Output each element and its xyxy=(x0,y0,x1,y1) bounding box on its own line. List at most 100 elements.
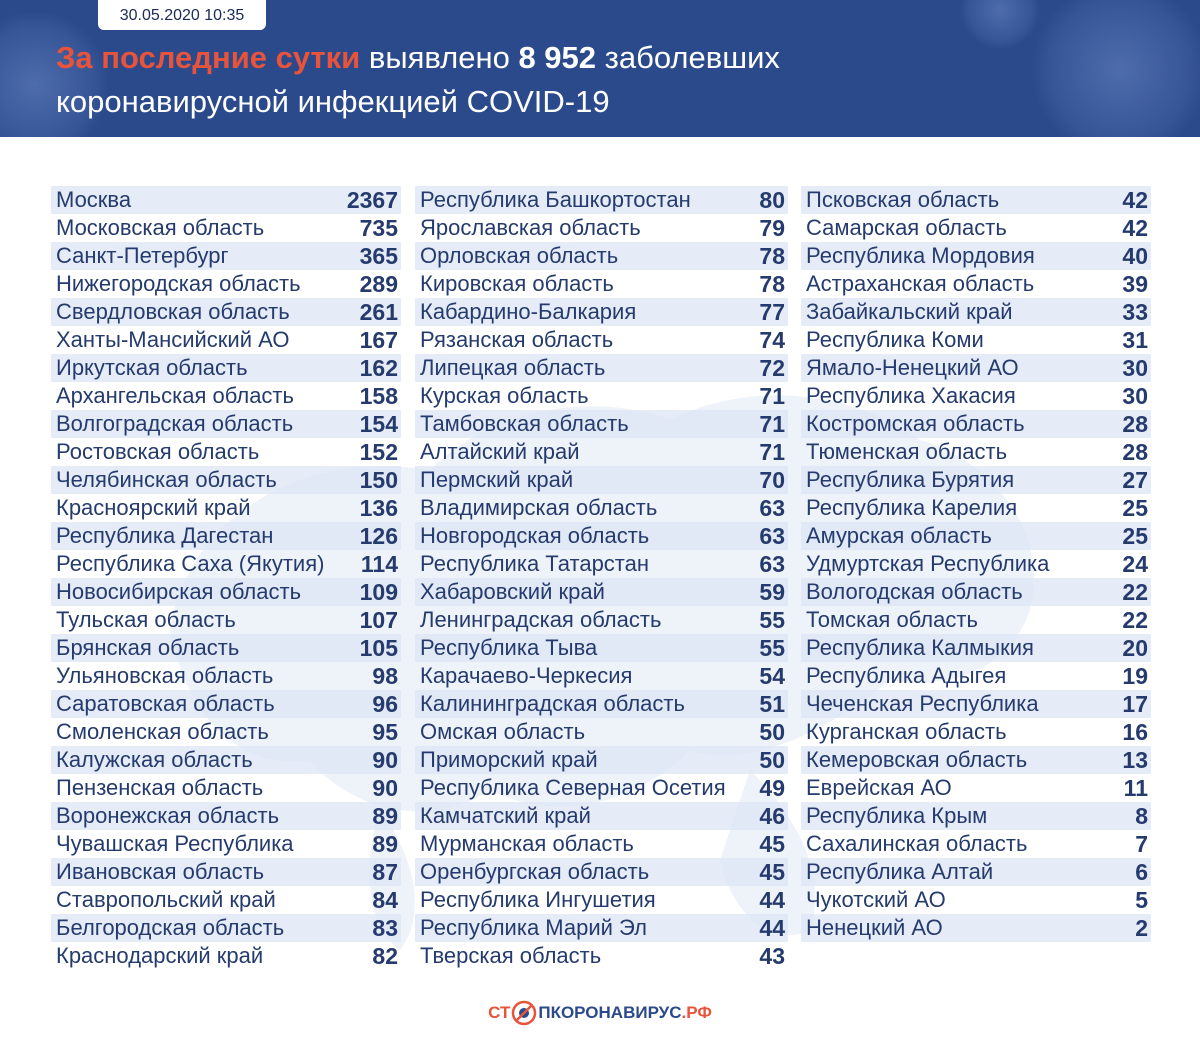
table-row: Томская область 22 xyxy=(801,606,1151,634)
table-row: Рязанская область 74 xyxy=(415,326,788,354)
region-case-count: 162 xyxy=(359,355,398,381)
table-row: Иркутская область 162 xyxy=(51,354,401,382)
region-name: Карачаево-Черкесия xyxy=(420,663,633,688)
table-row: Республика Дагестан 126 xyxy=(51,522,401,550)
region-name: Липецкая область xyxy=(420,355,606,380)
region-case-count: 28 xyxy=(1122,439,1148,465)
table-row: Краснодарский край 82 xyxy=(51,942,401,970)
table-row: Тверская область 43 xyxy=(415,942,788,970)
region-name: Тюменская область xyxy=(806,439,1008,464)
table-row: Республика Ингушетия 44 xyxy=(415,886,788,914)
region-name: Республика Дагестан xyxy=(56,523,274,548)
region-name: Калининградская область xyxy=(420,691,685,716)
region-case-count: 78 xyxy=(759,243,785,269)
region-name: Томская область xyxy=(806,607,978,632)
region-case-count: 78 xyxy=(759,271,785,297)
region-name: Республика Ингушетия xyxy=(420,887,656,912)
table-row: Республика Татарстан 63 xyxy=(415,550,788,578)
region-name: Еврейская АО xyxy=(806,775,952,800)
table-row: Алтайский край 71 xyxy=(415,438,788,466)
region-case-count: 89 xyxy=(372,803,398,829)
region-name: Калужская область xyxy=(56,747,253,772)
table-row: Нижегородская область 289 xyxy=(51,270,401,298)
table-row: Костромская область 28 xyxy=(801,410,1151,438)
region-name: Краснодарский край xyxy=(56,943,264,968)
region-case-count: 55 xyxy=(759,635,785,661)
headline-mid: выявлено xyxy=(368,40,510,75)
region-case-count: 50 xyxy=(759,719,785,745)
region-case-count: 13 xyxy=(1122,747,1148,773)
region-case-count: 20 xyxy=(1122,635,1148,661)
table-row: Хабаровский край 59 xyxy=(415,578,788,606)
region-name: Санкт-Петербург xyxy=(56,243,229,268)
region-name: Чеченская Республика xyxy=(806,691,1039,716)
table-row: Красноярский край 136 xyxy=(51,494,401,522)
region-name: Пермский край xyxy=(420,467,574,492)
table-row: Мурманская область 45 xyxy=(415,830,788,858)
table-row: Республика Марий Эл 44 xyxy=(415,914,788,942)
region-column-3: Псковская область 42 Самарская область 42 Ре… xyxy=(801,186,1151,942)
table-row: Республика Северная Осетия 49 xyxy=(415,774,788,802)
table-row: Республика Крым 8 xyxy=(801,802,1151,830)
region-case-count: 2 xyxy=(1135,915,1148,941)
table-row: Ханты-Мансийский АО 167 xyxy=(51,326,401,354)
table-row: Владимирская область 63 xyxy=(415,494,788,522)
region-name: Республика Башкортостан xyxy=(420,187,691,212)
region-name: Чувашская Республика xyxy=(56,831,294,856)
region-name: Республика Мордовия xyxy=(806,243,1035,268)
region-case-count: 40 xyxy=(1122,243,1148,269)
region-case-count: 107 xyxy=(359,607,398,633)
region-name: Удмуртская Республика xyxy=(806,551,1050,576)
table-row: Калужская область 90 xyxy=(51,746,401,774)
region-name: Республика Хакасия xyxy=(806,383,1016,408)
region-name: Ставропольский край xyxy=(56,887,276,912)
table-row: Тюменская область 28 xyxy=(801,438,1151,466)
region-case-count: 90 xyxy=(372,775,398,801)
region-case-count: 90 xyxy=(372,747,398,773)
region-case-count: 114 xyxy=(360,551,398,577)
table-row: Псковская область 42 xyxy=(801,186,1151,214)
header-banner: 30.05.2020 10:35 За последние сутки выяв… xyxy=(0,0,1200,137)
date-stamp: 30.05.2020 10:35 xyxy=(98,0,266,30)
region-case-count: 289 xyxy=(359,271,398,297)
table-row: Архангельская область 158 xyxy=(51,382,401,410)
headline-accent: За последние сутки xyxy=(56,40,361,75)
region-name: Алтайский край xyxy=(420,439,580,464)
region-name: Новгородская область xyxy=(420,523,650,548)
headline-tail: заболевших xyxy=(604,40,780,75)
region-name: Ростовская область xyxy=(56,439,260,464)
region-name: Забайкальский край xyxy=(806,299,1013,324)
region-case-count: 49 xyxy=(759,775,785,801)
region-case-count: 30 xyxy=(1122,383,1148,409)
stopcoronavirus-logo[interactable]: СТ ПКОРОНАВИРУС .РФ xyxy=(488,1000,712,1026)
page-title: За последние сутки выявлено 8 952 заболе… xyxy=(56,36,1056,124)
table-row: Оренбургская область 45 xyxy=(415,858,788,886)
region-case-count: 167 xyxy=(359,327,398,353)
region-case-count: 74 xyxy=(759,327,785,353)
table-row: Карачаево-Черкесия 54 xyxy=(415,662,788,690)
region-name: Иркутская область xyxy=(56,355,248,380)
region-case-count: 71 xyxy=(759,383,785,409)
region-column-2: Республика Башкортостан 80 Ярославская обл… xyxy=(415,186,788,970)
table-row: Чувашская Республика 89 xyxy=(51,830,401,858)
table-row: Воронежская область 89 xyxy=(51,802,401,830)
region-name: Свердловская область xyxy=(56,299,290,324)
table-row: Смоленская область 95 xyxy=(51,718,401,746)
region-name: Белгородская область xyxy=(56,915,285,940)
table-row: Ивановская область 87 xyxy=(51,858,401,886)
region-case-count: 70 xyxy=(759,467,785,493)
table-row: Ростовская область 152 xyxy=(51,438,401,466)
region-case-count: 31 xyxy=(1122,327,1148,353)
table-row: Республика Хакасия 30 xyxy=(801,382,1151,410)
region-case-count: 87 xyxy=(372,859,398,885)
region-case-count: 45 xyxy=(759,859,785,885)
region-name: Республика Адыгея xyxy=(806,663,1007,688)
region-name: Амурская область xyxy=(806,523,992,548)
region-name: Республика Крым xyxy=(806,803,988,828)
region-name: Приморский край xyxy=(420,747,598,772)
region-name: Курганская область xyxy=(806,719,1007,744)
logo-part1: СТ xyxy=(488,1003,511,1022)
region-name: Камчатский край xyxy=(420,803,591,828)
region-case-count: 82 xyxy=(372,943,398,969)
region-name: Кемеровская область xyxy=(806,747,1028,772)
